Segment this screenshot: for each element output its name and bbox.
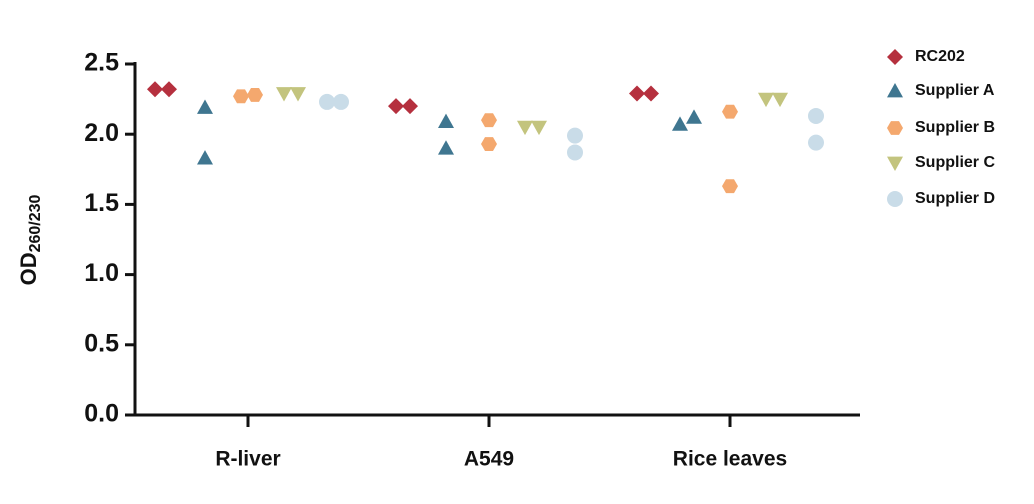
point	[233, 89, 249, 104]
legend-marker	[887, 83, 903, 98]
y-tick-label: 0.0	[84, 400, 119, 428]
x-tick-label: A549	[464, 448, 514, 471]
legend-label: Supplier B	[915, 119, 995, 136]
point	[438, 113, 454, 128]
point	[643, 85, 659, 102]
point	[567, 144, 583, 161]
point	[772, 92, 788, 108]
legend-label: Supplier A	[915, 82, 995, 99]
point	[388, 98, 404, 115]
y-tick-label: 1.0	[84, 259, 119, 287]
point	[197, 150, 213, 165]
x-tick-label: R-liver	[215, 448, 280, 471]
legend-label: Supplier C	[915, 154, 995, 171]
legend-label: Supplier D	[915, 190, 995, 207]
point	[672, 116, 688, 131]
point	[319, 93, 335, 110]
point	[333, 93, 349, 110]
point	[481, 113, 497, 128]
legend-marker	[887, 121, 903, 135]
point	[629, 85, 645, 102]
point	[722, 179, 738, 194]
point	[531, 120, 547, 136]
point	[808, 107, 824, 124]
point	[276, 87, 292, 102]
point	[481, 137, 497, 151]
point	[147, 81, 163, 98]
y-axis-label: OD260/230	[16, 194, 44, 285]
point	[808, 134, 824, 151]
y-tick-label: 2.5	[84, 49, 119, 77]
point	[517, 120, 533, 136]
legend-marker	[887, 49, 903, 65]
point	[247, 87, 263, 102]
y-label-sub: 260/230	[27, 194, 44, 252]
y-label-main: OD	[16, 252, 41, 285]
point	[290, 87, 306, 102]
point	[758, 92, 774, 108]
point	[722, 104, 738, 119]
y-tick-label: 0.5	[84, 329, 119, 357]
point	[567, 127, 583, 144]
point	[402, 98, 418, 115]
legend-marker	[887, 191, 903, 207]
point	[197, 99, 213, 114]
point	[438, 140, 454, 155]
x-tick-label: Rice leaves	[673, 448, 787, 471]
point	[161, 81, 177, 98]
legend-label: RC202	[915, 48, 965, 65]
y-tick-label: 2.0	[84, 119, 119, 147]
legend-marker	[887, 156, 903, 171]
point	[686, 109, 702, 124]
y-tick-label: 1.5	[84, 189, 119, 217]
